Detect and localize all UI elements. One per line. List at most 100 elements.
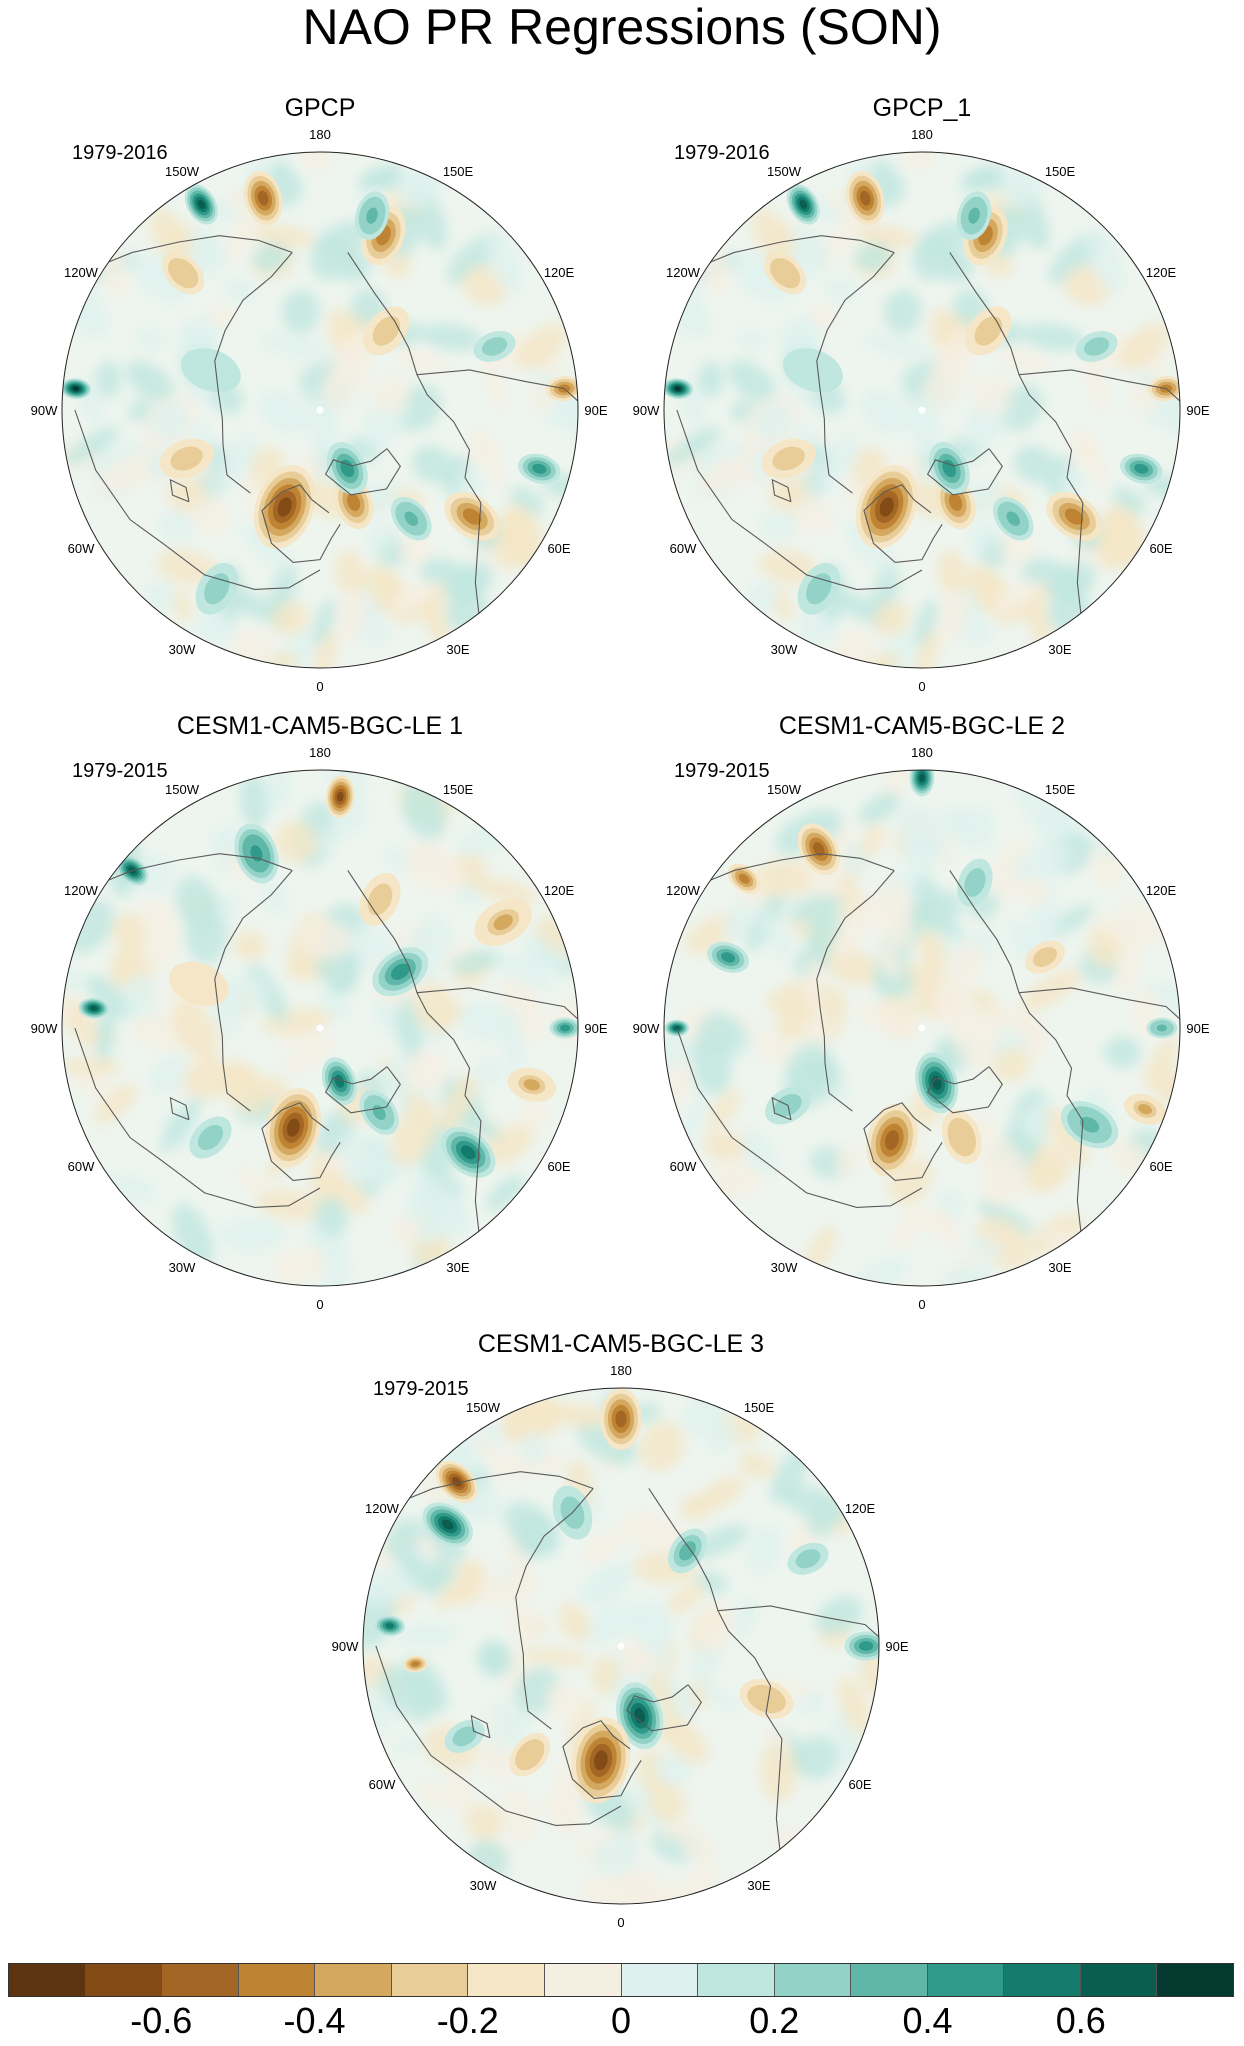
longitude-label: 150E	[443, 164, 474, 179]
anomaly-texture	[760, 1739, 798, 1803]
anomaly-texture	[1118, 322, 1170, 369]
coastline	[863, 484, 943, 564]
anomaly-texture	[450, 949, 499, 975]
longitude-label: 120E	[1146, 265, 1177, 280]
anomaly-texture	[843, 521, 893, 573]
figure-title: NAO PR Regressions (SON)	[302, 0, 942, 55]
anomaly-texture	[1016, 582, 1049, 621]
map-boundary	[362, 1387, 880, 1905]
anomaly-texture	[1155, 1070, 1180, 1107]
anomaly-texture	[312, 598, 336, 648]
anomaly-contour	[340, 459, 355, 478]
anomaly-texture	[233, 930, 267, 961]
coastline	[261, 484, 341, 564]
anomaly-texture	[416, 1779, 445, 1808]
longitude-label: 150W	[767, 782, 802, 797]
anomaly-texture	[494, 512, 538, 570]
anomaly-texture	[977, 1135, 1029, 1199]
anomaly-texture	[902, 152, 935, 172]
anomaly-texture	[171, 999, 220, 1060]
anomaly-texture	[746, 1526, 783, 1575]
anomaly-texture	[1090, 823, 1125, 891]
longitude-label: 120W	[64, 883, 99, 898]
map-panel-gpcp: 180 150E 120E 90E 60E 30E 0 30W 60W 90W 120W 150W G…	[10, 90, 630, 710]
colorbar-segment	[698, 1964, 775, 1996]
anomaly-texture	[759, 510, 798, 541]
longitude-label: 0	[316, 679, 323, 694]
anomaly-texture	[728, 360, 777, 404]
longitude-label: 150E	[443, 782, 474, 797]
anomaly-texture	[516, 322, 568, 369]
anomaly-contour	[441, 1519, 454, 1530]
anomaly-texture	[1112, 487, 1146, 516]
anomaly-contour	[858, 1641, 874, 1651]
coastline	[470, 1714, 491, 1739]
anomaly-texture	[772, 587, 794, 622]
map-boundary	[663, 769, 1181, 1287]
map-panel-gpcp-1: 180 150E 120E 90E 60E 30E 0 30W 60W 90W 120W 150W G…	[612, 90, 1232, 710]
anomaly-texture	[253, 224, 316, 248]
anomaly-texture	[407, 841, 446, 874]
anomaly-contour	[879, 497, 894, 517]
longitude-label: 180	[911, 745, 933, 760]
coastline	[464, 477, 482, 614]
coastline	[926, 448, 1003, 496]
map-boundary	[61, 769, 579, 1287]
anomaly-contour	[674, 1026, 680, 1030]
anomaly-contour	[192, 357, 229, 384]
longitude-label: 30E	[446, 1260, 469, 1275]
anomaly-texture	[619, 1511, 683, 1552]
anomaly-texture	[1104, 1036, 1141, 1069]
anomaly-contour	[481, 337, 508, 356]
anomaly-texture	[420, 323, 483, 351]
panel-period: 1979-2015	[72, 760, 168, 782]
coastline	[324, 448, 401, 496]
longitude-label: 90W	[633, 403, 660, 418]
anomaly-texture	[145, 580, 176, 612]
coastline	[416, 987, 578, 1020]
longitude-label: 0	[918, 1297, 925, 1312]
anomaly-texture	[763, 1726, 791, 1751]
anomaly-texture	[291, 1247, 328, 1280]
anomaly-texture	[835, 1144, 862, 1177]
colorbar-tick-label: -0.4	[283, 2000, 346, 2041]
longitude-label: 90E	[584, 403, 607, 418]
anomaly-contour	[532, 463, 547, 474]
anomaly-contour	[334, 1074, 345, 1088]
longitude-label: 60E	[547, 1159, 570, 1174]
anomaly-texture	[739, 1452, 775, 1479]
coastline	[108, 853, 293, 881]
anomaly-contour	[197, 1124, 224, 1151]
anomaly-texture	[939, 588, 968, 643]
anomaly-contour	[754, 1690, 779, 1708]
coastline	[324, 1066, 401, 1114]
anomaly-texture	[855, 241, 892, 272]
anomaly-texture	[253, 241, 290, 272]
anomaly-texture	[1047, 904, 1094, 938]
coastline	[926, 1066, 1003, 1114]
anomaly-texture	[949, 942, 984, 985]
anomaly-texture	[666, 1582, 705, 1614]
map-panel-cesm-1: 180 150E 120E 90E 60E 30E 0 30W 60W 90W 120W 150W C…	[10, 708, 630, 1328]
anomaly-contour	[197, 199, 206, 210]
anomaly-texture	[793, 894, 842, 923]
coastline	[562, 1720, 642, 1800]
anomaly-texture	[399, 531, 433, 566]
anomaly-contour	[90, 1005, 98, 1011]
anomaly-texture	[655, 1751, 693, 1786]
anomaly-texture	[705, 1421, 739, 1453]
longitude-label: 30E	[446, 642, 469, 657]
anomaly-contour	[1138, 1104, 1153, 1115]
colorbar-segment	[1004, 1964, 1081, 1996]
panel-period: 1979-2016	[674, 142, 770, 164]
anomaly-texture	[510, 487, 544, 516]
anomaly-texture	[126, 360, 175, 404]
coastline	[625, 1684, 702, 1732]
anomaly-contour	[277, 497, 292, 517]
longitude-label: 180	[309, 745, 331, 760]
longitude-label: 90W	[332, 1639, 359, 1654]
anomaly-texture	[379, 1664, 437, 1721]
longitude-label: 0	[617, 1915, 624, 1930]
longitude-label: 120W	[365, 1501, 400, 1516]
anomaly-texture	[390, 1215, 420, 1244]
